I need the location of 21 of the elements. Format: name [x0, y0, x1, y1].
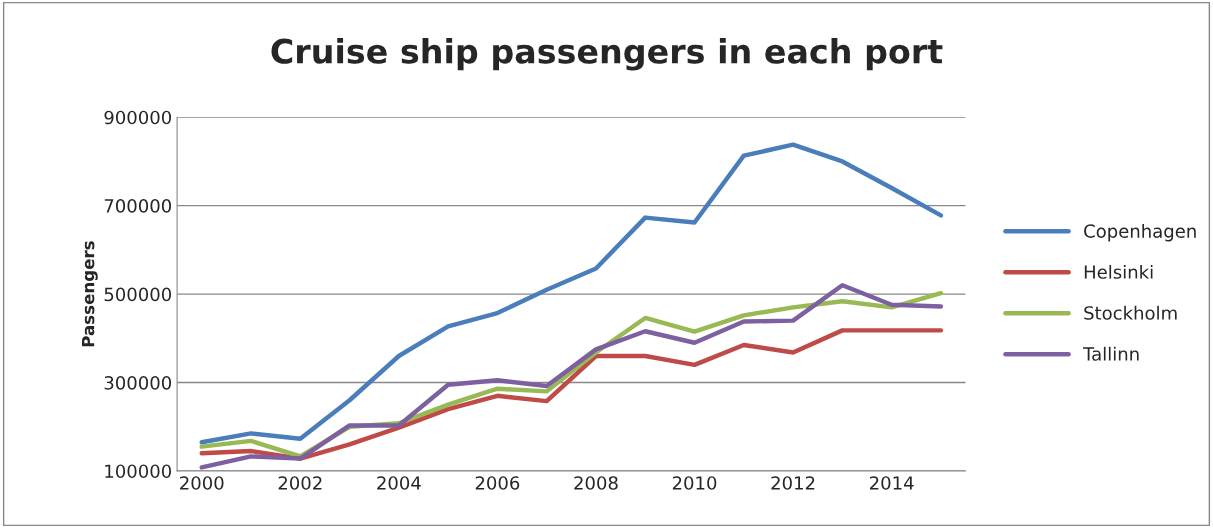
chart-title: Cruise ship passengers in each port — [271, 38, 943, 71]
y-tick-label: 100000 — [105, 464, 172, 479]
y-tick-label: 300000 — [104, 376, 172, 390]
x-tick-label: 2012 — [771, 476, 815, 490]
legend-label: Copenhagen — [1084, 223, 1196, 242]
x-tick-label: 2014 — [869, 476, 914, 490]
x-tick-label: 2010 — [672, 476, 717, 490]
x-tick-label: 2008 — [574, 476, 618, 490]
legend-label: Helsinki — [1084, 264, 1153, 279]
line-series — [199, 142, 944, 445]
y-tick-label: 900000 — [104, 110, 172, 125]
x-tick-label: 2002 — [278, 476, 322, 490]
y-tick-label: 700000 — [104, 199, 172, 213]
y-tick-label: 500000 — [104, 287, 172, 302]
legend-label: Tallinn — [1083, 346, 1139, 361]
legend-label: Stockholm — [1084, 305, 1177, 320]
line-series — [199, 328, 944, 461]
x-tick-label: 2006 — [475, 476, 520, 490]
x-tick-label: 2004 — [377, 476, 421, 490]
y-axis-title: Passengers — [82, 241, 98, 347]
x-tick-label: 2000 — [180, 476, 224, 490]
